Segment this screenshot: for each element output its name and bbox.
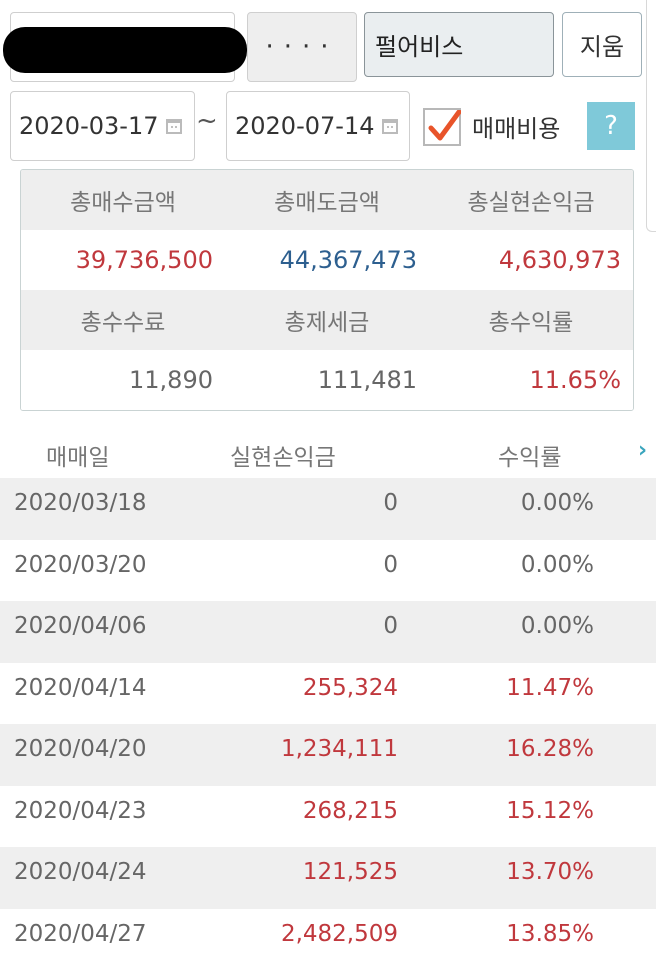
- trade-list[interactable]: 2020/03/18 0 0.00% 2020/03/20 0 0.00% 20…: [0, 478, 656, 970]
- realized-pnl: 268,215: [303, 798, 398, 824]
- start-date-value: 2020-03-17: [19, 112, 158, 140]
- trade-list-header: 매매일 실현손익금 수익률 ›: [0, 428, 656, 478]
- realized-pnl: 121,525: [303, 859, 398, 885]
- trade-date: 2020/03/18: [14, 490, 147, 516]
- total-fee-label: 총수수료: [21, 303, 225, 337]
- realized-pnl: 0: [383, 613, 398, 639]
- return-rate: 15.12%: [506, 798, 594, 824]
- total-return-label: 총수익률: [429, 303, 633, 337]
- return-rate: 0.00%: [521, 490, 594, 516]
- table-row[interactable]: 2020/03/18 0 0.00%: [0, 478, 656, 540]
- return-rate: 11.47%: [506, 675, 594, 701]
- calendar-icon[interactable]: [382, 119, 398, 134]
- table-row[interactable]: 2020/04/14 255,324 11.47%: [0, 663, 656, 725]
- total-tax-value: 111,481: [225, 366, 429, 394]
- table-row[interactable]: 2020/03/20 0 0.00%: [0, 540, 656, 602]
- realized-pnl: 1,234,111: [281, 736, 398, 762]
- total-sell-label: 총매도금액: [225, 183, 429, 217]
- column-realized-pnl: 실현손익금: [230, 438, 336, 472]
- realized-pnl: 0: [383, 552, 398, 578]
- return-rate: 13.85%: [506, 921, 594, 947]
- summary-header-row: 총매수금액 총매도금액 총실현손익금: [21, 170, 633, 230]
- summary-value-row: 11,890 111,481 11.65%: [21, 350, 633, 410]
- trade-date: 2020/03/20: [14, 552, 147, 578]
- trade-date: 2020/04/06: [14, 613, 147, 639]
- stock-name-field[interactable]: 펄어비스: [364, 12, 554, 77]
- return-rate: 0.00%: [521, 613, 594, 639]
- help-button[interactable]: ?: [587, 102, 635, 150]
- realized-pnl: 0: [383, 490, 398, 516]
- return-rate: 16.28%: [506, 736, 594, 762]
- start-date-field[interactable]: 2020-03-17: [10, 91, 195, 161]
- end-date-value: 2020-07-14: [235, 112, 374, 140]
- total-buy-label: 총매수금액: [21, 183, 225, 217]
- total-realized-pnl-value: 4,630,973: [429, 246, 633, 274]
- total-tax-label: 총제세금: [225, 303, 429, 337]
- trading-fee-checkbox[interactable]: [423, 108, 461, 146]
- column-trade-date: 매매일: [46, 438, 109, 472]
- table-row[interactable]: 2020/04/20 1,234,111 16.28%: [0, 724, 656, 786]
- trade-date: 2020/04/23: [14, 798, 147, 824]
- password-field[interactable]: ····: [247, 12, 357, 82]
- total-buy-value: 39,736,500: [21, 246, 225, 274]
- summary-header-row: 총수수료 총제세금 총수익률: [21, 290, 633, 350]
- date-range-separator: ~: [196, 106, 218, 136]
- total-return-value: 11.65%: [429, 366, 633, 394]
- trade-date: 2020/04/14: [14, 675, 147, 701]
- return-rate: 0.00%: [521, 552, 594, 578]
- table-row[interactable]: 2020/04/06 0 0.00%: [0, 601, 656, 663]
- summary-panel: 총매수금액 총매도금액 총실현손익금 39,736,500 44,367,473…: [20, 169, 634, 411]
- realized-pnl: 255,324: [303, 675, 398, 701]
- account-field[interactable]: [10, 12, 235, 82]
- calendar-icon[interactable]: [166, 119, 182, 134]
- end-date-field[interactable]: 2020-07-14: [226, 91, 410, 161]
- right-panel-edge: [646, 0, 656, 232]
- trade-date: 2020/04/20: [14, 736, 147, 762]
- chevron-right-icon[interactable]: ›: [638, 438, 647, 463]
- table-row[interactable]: 2020/04/23 268,215 15.12%: [0, 786, 656, 848]
- table-row[interactable]: 2020/04/27 2,482,509 13.85%: [0, 909, 656, 970]
- checkmark-icon: [427, 110, 461, 144]
- total-sell-value: 44,367,473: [225, 246, 429, 274]
- total-fee-value: 11,890: [21, 366, 225, 394]
- table-row[interactable]: 2020/04/24 121,525 13.70%: [0, 847, 656, 909]
- trade-date: 2020/04/24: [14, 859, 147, 885]
- total-realized-pnl-label: 총실현손익금: [429, 183, 633, 217]
- return-rate: 13.70%: [506, 859, 594, 885]
- clear-button[interactable]: 지움: [562, 12, 642, 77]
- redacted-account-number: [3, 27, 247, 73]
- realized-pnl: 2,482,509: [281, 921, 398, 947]
- trading-fee-label[interactable]: 매매비용: [472, 109, 560, 144]
- summary-value-row: 39,736,500 44,367,473 4,630,973: [21, 230, 633, 290]
- column-return-rate: 수익률: [498, 438, 561, 472]
- trade-date: 2020/04/27: [14, 921, 147, 947]
